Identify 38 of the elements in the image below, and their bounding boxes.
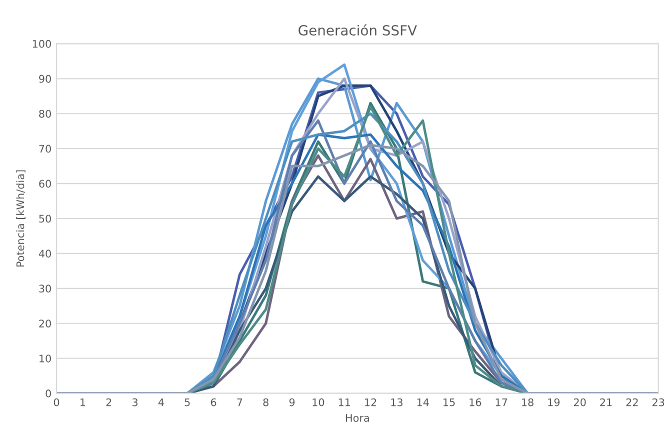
- x-tick-label: 12: [365, 398, 376, 406]
- y-tick-label: 40: [38, 250, 51, 258]
- x-axis-title: Hora: [346, 414, 369, 422]
- x-tick-label: 23: [652, 398, 664, 406]
- y-axis-title: Potencia [kWh/dia]: [16, 170, 26, 267]
- x-tick-label: 18: [522, 398, 534, 406]
- y-tick-label: 100: [32, 40, 51, 48]
- y-tick-label: 90: [39, 74, 51, 83]
- y-tick-label: 70: [39, 144, 51, 153]
- x-tick-label: 11: [338, 398, 350, 406]
- x-tick-label: 0: [54, 398, 60, 406]
- x-tick-label: 17: [496, 398, 508, 406]
- x-tick-label: 15: [444, 398, 455, 406]
- y-tick-label: 50: [39, 214, 51, 223]
- x-tick-label: 16: [470, 398, 482, 406]
- x-tick-label: 10: [312, 398, 324, 406]
- y-tick-label: 30: [39, 284, 51, 293]
- y-tick-label: 20: [39, 320, 51, 328]
- x-tick-label: 1: [80, 398, 86, 406]
- x-tick-label: 7: [237, 398, 242, 406]
- y-tick-label: 10: [40, 354, 51, 362]
- x-tick-label: 13: [391, 398, 402, 406]
- x-tick-label: 6: [210, 398, 216, 406]
- x-tick-label: 21: [600, 398, 612, 406]
- x-tick-label: 14: [417, 398, 429, 406]
- x-tick-label: 9: [289, 398, 295, 406]
- x-tick-label: 22: [626, 398, 638, 406]
- x-tick-label: 5: [184, 398, 190, 406]
- y-tick-label: 80: [39, 110, 51, 118]
- chart-title: Generación SSFV: [298, 24, 417, 36]
- x-tick-label: 4: [158, 398, 164, 406]
- y-tick-label: 60: [39, 180, 51, 188]
- x-tick-label: 3: [132, 398, 138, 406]
- x-tick-label: 2: [106, 398, 112, 406]
- x-tick-label: 20: [574, 398, 586, 406]
- x-tick-label: 8: [263, 398, 268, 406]
- x-tick-label: 19: [548, 398, 560, 406]
- y-tick-label: 0: [46, 390, 51, 398]
